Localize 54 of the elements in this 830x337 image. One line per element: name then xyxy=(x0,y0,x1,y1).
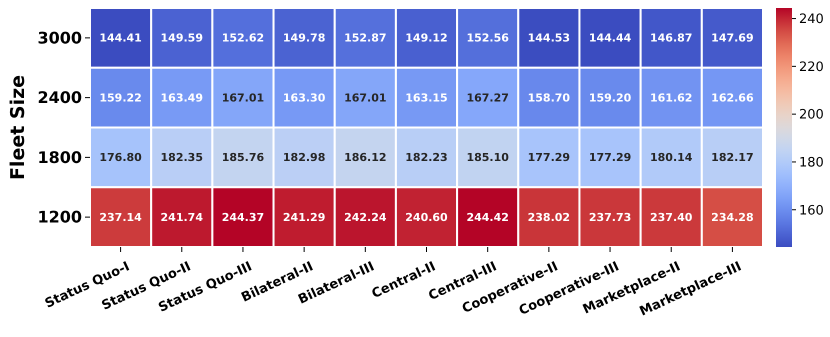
data-label: 161.62 xyxy=(650,91,692,104)
data-label: 241.29 xyxy=(282,210,326,224)
data-label: 167.01 xyxy=(344,91,387,104)
data-label: 144.41 xyxy=(99,32,142,45)
data-label: 241.74 xyxy=(160,210,204,224)
data-label: 244.42 xyxy=(466,210,509,224)
data-label: 182.35 xyxy=(160,151,203,164)
data-label: 185.76 xyxy=(222,151,265,164)
data-label: 234.28 xyxy=(711,210,754,224)
data-label: 158.70 xyxy=(528,91,570,104)
color-bar-label: 240 xyxy=(799,12,824,28)
data-label: 182.98 xyxy=(282,151,326,164)
data-label: 147.69 xyxy=(711,32,754,45)
data-label: 149.12 xyxy=(405,32,448,45)
color-bar-label: 200 xyxy=(799,108,824,123)
data-label: 163.15 xyxy=(405,91,448,104)
data-label: 152.62 xyxy=(222,32,264,45)
data-label: 182.23 xyxy=(405,151,448,164)
color-bar-label: 220 xyxy=(799,60,824,75)
data-label: 185.10 xyxy=(466,151,510,164)
data-label: 186.12 xyxy=(344,151,387,164)
y-axis-title: Fleet Size xyxy=(7,74,29,180)
y-tick-label: 3000 xyxy=(37,28,82,48)
data-label: 159.20 xyxy=(588,91,632,104)
data-label: 146.87 xyxy=(650,32,692,45)
data-label: 244.37 xyxy=(222,210,264,224)
data-label: 176.80 xyxy=(99,151,142,164)
data-label: 238.02 xyxy=(528,210,570,224)
data-label: 163.30 xyxy=(282,91,326,104)
color-bar-label: 160 xyxy=(799,203,824,218)
y-tick-label: 1800 xyxy=(37,148,82,167)
data-label: 180.14 xyxy=(650,151,693,164)
data-label: 144.44 xyxy=(588,32,632,45)
color-bar-label: 180 xyxy=(799,156,824,170)
data-label: 237.14 xyxy=(99,210,142,224)
data-label: 152.87 xyxy=(344,32,387,45)
data-label: 242.24 xyxy=(344,210,387,224)
data-label: 177.29 xyxy=(588,151,632,164)
data-label: 167.27 xyxy=(466,91,509,104)
data-label: 177.29 xyxy=(528,151,570,164)
y-tick-label: 2400 xyxy=(37,88,82,108)
data-label: 162.66 xyxy=(711,91,754,104)
data-label: 144.53 xyxy=(528,32,570,45)
y-tick-label: 1200 xyxy=(37,208,82,227)
data-label: 152.56 xyxy=(466,32,510,45)
data-label: 237.73 xyxy=(588,210,632,224)
data-label: 159.22 xyxy=(99,91,142,104)
data-label: 163.49 xyxy=(160,91,203,104)
data-label: 167.01 xyxy=(222,91,264,104)
data-label: 240.60 xyxy=(405,210,448,224)
data-label: 182.17 xyxy=(711,151,754,164)
data-label: 149.59 xyxy=(160,32,203,45)
data-label: 237.40 xyxy=(650,210,693,224)
data-label: 149.78 xyxy=(282,32,326,45)
